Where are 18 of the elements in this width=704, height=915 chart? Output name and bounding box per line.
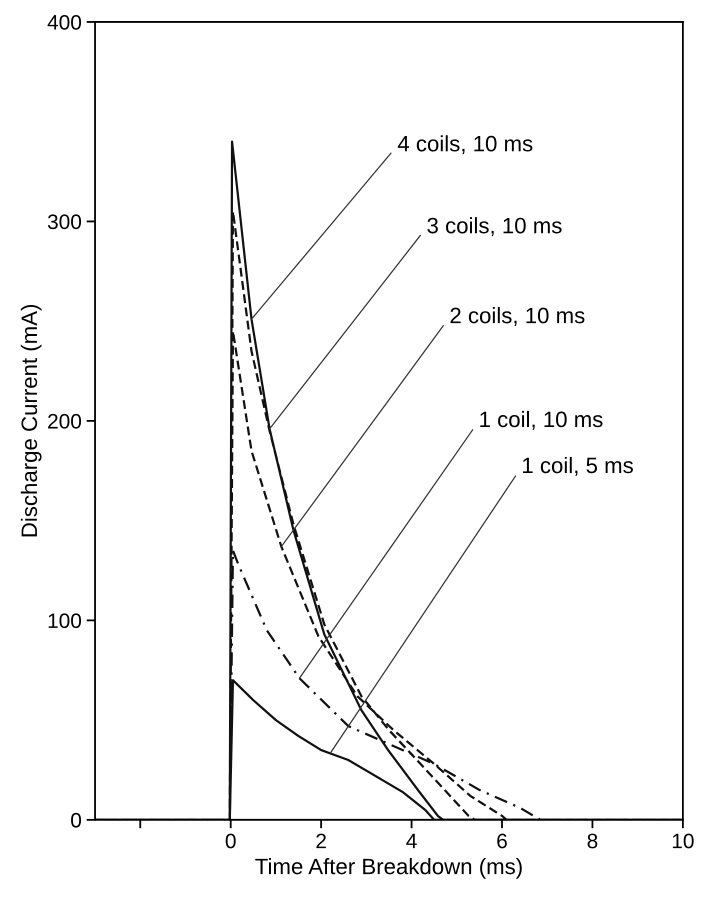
annotation: 2 coils, 10 ms bbox=[450, 307, 584, 326]
y-tick-label: 400 bbox=[48, 14, 82, 30]
x-tick-label: 2 bbox=[316, 834, 326, 848]
x-tick-label: 0 bbox=[226, 834, 236, 848]
y-tick-label: 100 bbox=[48, 613, 82, 628]
y-tick-label: 0 bbox=[71, 812, 82, 828]
y-axis-title: Discharge Current (mA) bbox=[20, 304, 42, 536]
annotation: 1 coil, 5 ms bbox=[523, 456, 633, 476]
x-tick-label: 8 bbox=[588, 834, 598, 848]
x-tick-label: 4 bbox=[406, 834, 417, 848]
y-tick-label: 200 bbox=[48, 414, 82, 429]
x-tick-label: 6 bbox=[497, 834, 507, 848]
annotation: 4 coils, 10 ms bbox=[398, 135, 532, 154]
annotation: 3 coils, 10 ms bbox=[427, 217, 562, 236]
y-tick-label: 300 bbox=[48, 214, 82, 230]
x-tick-label: 10 bbox=[672, 834, 694, 848]
annotation: 1 coil, 10 ms bbox=[480, 410, 603, 430]
x-axis-title: Time After Breakdown (ms) bbox=[255, 858, 522, 879]
